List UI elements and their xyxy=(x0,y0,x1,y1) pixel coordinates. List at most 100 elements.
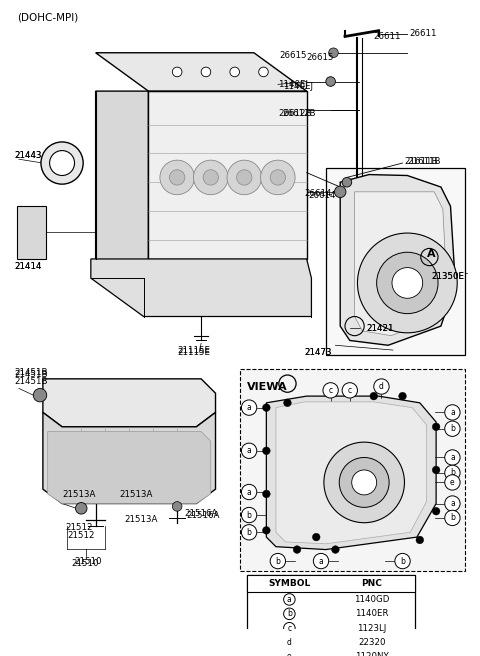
Text: 1140GD: 1140GD xyxy=(354,595,390,604)
Text: 21421: 21421 xyxy=(366,323,394,333)
Circle shape xyxy=(203,170,218,185)
Text: c: c xyxy=(288,624,291,632)
Circle shape xyxy=(432,423,440,430)
Bar xyxy=(247,575,415,656)
Circle shape xyxy=(445,465,460,480)
Polygon shape xyxy=(43,413,216,504)
Circle shape xyxy=(342,382,358,398)
Polygon shape xyxy=(148,91,307,259)
Circle shape xyxy=(227,160,262,195)
Circle shape xyxy=(241,400,257,415)
Text: 21414: 21414 xyxy=(14,262,42,271)
Polygon shape xyxy=(48,432,211,504)
Text: 21516A: 21516A xyxy=(185,508,218,518)
Text: VIEW: VIEW xyxy=(247,382,280,392)
Circle shape xyxy=(445,510,460,525)
Bar xyxy=(247,575,415,592)
Circle shape xyxy=(193,160,228,195)
Text: d: d xyxy=(379,382,384,391)
Text: a: a xyxy=(450,408,455,417)
Polygon shape xyxy=(43,379,216,427)
Text: b: b xyxy=(450,424,455,433)
Text: 21451B: 21451B xyxy=(14,367,48,377)
Text: 21115E: 21115E xyxy=(177,348,210,358)
Text: c: c xyxy=(348,386,352,395)
Text: 21513A: 21513A xyxy=(62,491,96,499)
Circle shape xyxy=(49,151,74,176)
Text: b: b xyxy=(247,528,252,537)
Circle shape xyxy=(445,405,460,420)
Text: 21421: 21421 xyxy=(366,323,394,333)
Text: A: A xyxy=(278,382,287,392)
Bar xyxy=(17,206,46,259)
Circle shape xyxy=(326,77,336,87)
Circle shape xyxy=(230,67,240,77)
Polygon shape xyxy=(276,402,427,544)
Polygon shape xyxy=(266,396,436,550)
Text: c: c xyxy=(328,386,333,395)
Text: 26615: 26615 xyxy=(307,53,334,62)
Text: a: a xyxy=(247,446,252,455)
Text: 1123LJ: 1123LJ xyxy=(357,624,386,632)
Circle shape xyxy=(241,507,257,523)
Text: b: b xyxy=(247,510,252,520)
Text: PNC: PNC xyxy=(361,579,382,588)
Text: 21414: 21414 xyxy=(14,262,42,271)
Text: 21350E: 21350E xyxy=(432,272,464,281)
Text: 21473: 21473 xyxy=(305,348,332,358)
Circle shape xyxy=(377,253,438,314)
Circle shape xyxy=(432,466,440,474)
Circle shape xyxy=(445,450,460,465)
Polygon shape xyxy=(96,52,307,91)
Text: SYMBOL: SYMBOL xyxy=(268,579,311,588)
Circle shape xyxy=(358,233,457,333)
Circle shape xyxy=(33,388,47,402)
Circle shape xyxy=(241,484,257,500)
Text: 21510: 21510 xyxy=(72,560,99,569)
Circle shape xyxy=(370,392,378,400)
Circle shape xyxy=(284,594,295,605)
Circle shape xyxy=(284,399,291,407)
Circle shape xyxy=(169,170,185,185)
Text: b: b xyxy=(400,556,405,565)
Text: a: a xyxy=(450,499,455,508)
Text: 21451B: 21451B xyxy=(14,377,48,386)
Circle shape xyxy=(329,48,338,58)
Text: 26615: 26615 xyxy=(279,51,307,60)
Text: 21513A: 21513A xyxy=(120,491,153,499)
Circle shape xyxy=(263,490,270,498)
Text: 21516A: 21516A xyxy=(187,512,220,520)
Text: 1140EJ: 1140EJ xyxy=(283,82,312,91)
Text: 21513A: 21513A xyxy=(124,516,158,524)
Text: 21510: 21510 xyxy=(74,556,102,565)
Text: A: A xyxy=(427,249,435,259)
Text: a: a xyxy=(450,453,455,462)
Text: a: a xyxy=(287,595,292,604)
Polygon shape xyxy=(91,259,312,316)
Text: 26614: 26614 xyxy=(309,191,336,200)
Bar xyxy=(240,369,465,571)
Circle shape xyxy=(323,382,338,398)
Text: 21473: 21473 xyxy=(305,348,332,358)
Circle shape xyxy=(339,457,389,507)
Text: 26611: 26611 xyxy=(409,29,437,38)
Text: a: a xyxy=(247,403,252,412)
Circle shape xyxy=(445,496,460,511)
Text: 21443: 21443 xyxy=(14,151,42,160)
Text: (DOHC-MPI): (DOHC-MPI) xyxy=(17,12,78,22)
Polygon shape xyxy=(96,91,148,297)
Circle shape xyxy=(445,421,460,436)
Circle shape xyxy=(284,651,295,656)
Circle shape xyxy=(261,160,295,195)
Circle shape xyxy=(270,554,286,569)
Text: a: a xyxy=(247,487,252,497)
Circle shape xyxy=(284,637,295,648)
Text: b: b xyxy=(276,556,280,565)
Circle shape xyxy=(284,623,295,634)
Text: 21611B: 21611B xyxy=(408,157,441,165)
Circle shape xyxy=(293,546,301,554)
Circle shape xyxy=(416,536,424,544)
Circle shape xyxy=(201,67,211,77)
Text: e: e xyxy=(287,653,292,656)
Text: 21512: 21512 xyxy=(65,523,93,532)
